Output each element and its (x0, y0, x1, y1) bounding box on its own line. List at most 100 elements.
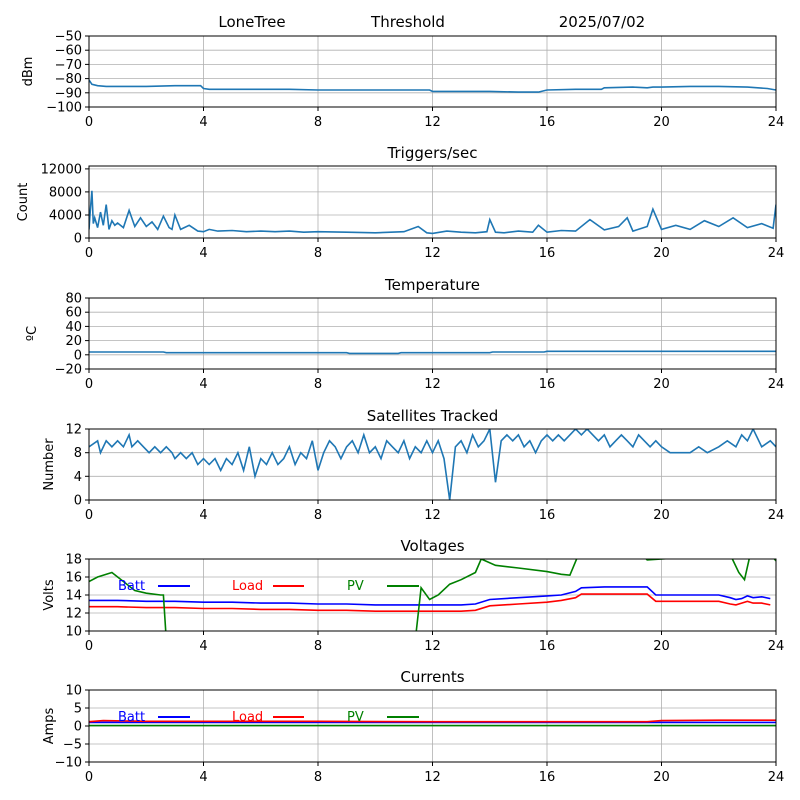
series-line-1 (89, 350, 776, 355)
panel-title: Currents (400, 668, 464, 686)
y-tick-label: 12 (65, 607, 82, 622)
series-line-pv (89, 559, 776, 631)
x-tick-label: 20 (653, 508, 670, 523)
y-axis-label: Number (42, 438, 57, 491)
x-tick-label: 12 (424, 246, 441, 261)
x-tick-label: 4 (199, 508, 207, 523)
x-tick-label: 0 (85, 508, 93, 523)
y-tick-label: 10 (65, 625, 82, 640)
y-axis-label: Count (16, 183, 31, 222)
y-tick-label: 8 (74, 446, 82, 461)
panel-5: 0 4 8 12 16 20 24 18 16 14 12 10 Voltages Volts Batt Lo… (42, 537, 784, 654)
header-date: 2025/07/02 (559, 13, 645, 31)
x-tick-label: 0 (85, 377, 93, 392)
y-tick-label: −80 (55, 72, 82, 87)
series-line-load (89, 593, 771, 613)
y-tick-label: 60 (65, 306, 82, 321)
y-tick-label: 80 (65, 292, 82, 307)
y-tick-label: 0 (74, 720, 82, 735)
x-tick-label: 8 (314, 508, 322, 523)
y-axis-label: Amps (42, 707, 57, 744)
x-tick-label: 8 (314, 639, 322, 654)
x-tick-label: 4 (199, 115, 207, 130)
y-tick-label: 12 (65, 423, 82, 438)
x-tick-label: 12 (424, 639, 441, 654)
y-tick-label: 5 (74, 702, 82, 717)
y-tick-label: 0 (74, 494, 82, 509)
y-tick-label: 14 (65, 589, 82, 604)
panel-title: Temperature (384, 276, 480, 294)
x-tick-label: 4 (199, 639, 207, 654)
y-tick-label: 10 (65, 684, 82, 699)
y-tick-label: 0 (74, 348, 82, 363)
x-tick-label: 8 (314, 770, 322, 785)
x-tick-label: 20 (653, 115, 670, 130)
legend-label-pv: PV (347, 710, 364, 725)
panel-2: 0 4 8 12 16 20 24 12000 8000 4000 0 Triggers/sec Cou… (16, 144, 784, 261)
x-tick-label: 12 (424, 770, 441, 785)
x-tick-label: 16 (539, 508, 556, 523)
series-line-1 (89, 79, 776, 93)
legend-label-load: Load (232, 710, 263, 725)
x-tick-label: 4 (199, 246, 207, 261)
panel-title: Voltages (400, 537, 464, 555)
x-tick-label: 0 (85, 770, 93, 785)
panel-4: 0 4 8 12 16 20 24 12 8 4 0 Satellites Tracked Number (42, 407, 784, 523)
panel-title: Triggers/sec (387, 144, 478, 162)
y-tick-label: 4 (74, 470, 82, 485)
x-tick-label: 20 (653, 770, 670, 785)
y-tick-label: −60 (55, 44, 82, 59)
y-axis-label: dBm (21, 57, 36, 87)
x-tick-label: 20 (653, 377, 670, 392)
x-tick-label: 24 (768, 115, 785, 130)
x-tick-label: 24 (768, 639, 785, 654)
x-tick-label: 8 (314, 377, 322, 392)
x-tick-label: 16 (539, 770, 556, 785)
panel-1: 0 4 8 12 16 20 24 −50−60−70−80−90−100 dBm (21, 30, 784, 131)
x-tick-label: 24 (768, 246, 785, 261)
legend-label-batt: Batt (118, 710, 145, 725)
x-tick-label: 16 (539, 377, 556, 392)
panel-title: Satellites Tracked (367, 407, 498, 425)
y-tick-label: 8000 (49, 185, 82, 200)
y-axis-label: ºC (25, 326, 40, 341)
legend-label-load: Load (232, 579, 263, 594)
y-tick-label: −90 (55, 86, 82, 101)
header-site: LoneTree (218, 13, 285, 31)
y-tick-label: 12000 (41, 162, 82, 177)
x-tick-label: 0 (85, 639, 93, 654)
legend-label-pv: PV (347, 579, 364, 594)
x-tick-label: 8 (314, 246, 322, 261)
x-tick-label: 20 (653, 246, 670, 261)
x-tick-label: 24 (768, 508, 785, 523)
x-tick-label: 12 (424, 115, 441, 130)
y-tick-label: −70 (55, 58, 82, 73)
y-tick-label: 16 (65, 571, 82, 586)
y-tick-label: 20 (65, 334, 82, 349)
y-tick-label: −100 (46, 101, 82, 116)
y-tick-label: −10 (55, 756, 82, 771)
series-line-load (89, 719, 776, 723)
x-tick-label: 16 (539, 246, 556, 261)
series-line-1 (89, 429, 776, 500)
y-tick-label: −5 (63, 738, 82, 753)
x-tick-label: 4 (199, 770, 207, 785)
series-line-1 (89, 190, 776, 235)
y-tick-label: 18 (65, 553, 82, 568)
x-tick-label: 16 (539, 639, 556, 654)
series-line-batt (89, 586, 771, 606)
y-tick-label: −50 (55, 30, 82, 45)
y-tick-label: 4000 (49, 209, 82, 224)
x-tick-label: 4 (199, 377, 207, 392)
header-label: Threshold (370, 13, 445, 31)
panel-6: 0 4 8 12 16 20 24 10 5 0 −5 −10 Currents Amps Batt Load… (42, 668, 784, 785)
x-tick-label: 20 (653, 639, 670, 654)
x-tick-label: 0 (85, 115, 93, 130)
y-axis-label: Volts (42, 579, 57, 611)
y-tick-label: 0 (74, 232, 82, 247)
x-tick-label: 12 (424, 508, 441, 523)
x-tick-label: 24 (768, 377, 785, 392)
